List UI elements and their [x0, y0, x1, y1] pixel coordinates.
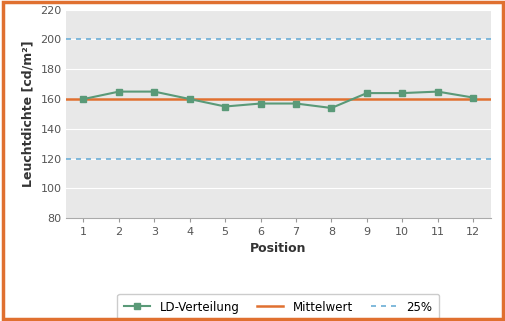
Y-axis label: Leuchtdichte [cd/m²]: Leuchtdichte [cd/m²]	[22, 41, 35, 187]
LD-Verteilung	[292, 101, 298, 105]
X-axis label: Position: Position	[249, 242, 306, 255]
LD-Verteilung	[469, 96, 475, 100]
LD-Verteilung	[116, 90, 122, 93]
LD-Verteilung	[222, 105, 228, 108]
Line: LD-Verteilung: LD-Verteilung	[80, 88, 476, 111]
LD-Verteilung	[363, 91, 369, 95]
LD-Verteilung	[80, 97, 86, 101]
LD-Verteilung	[328, 106, 334, 110]
Mittelwert	[45, 97, 51, 101]
LD-Verteilung	[186, 97, 192, 101]
LD-Verteilung	[257, 101, 263, 105]
Mittelwert	[80, 97, 86, 101]
Legend: LD-Verteilung, Mittelwert, 25%: LD-Verteilung, Mittelwert, 25%	[117, 294, 438, 321]
LD-Verteilung	[398, 91, 405, 95]
LD-Verteilung	[434, 90, 440, 93]
LD-Verteilung	[151, 90, 157, 93]
